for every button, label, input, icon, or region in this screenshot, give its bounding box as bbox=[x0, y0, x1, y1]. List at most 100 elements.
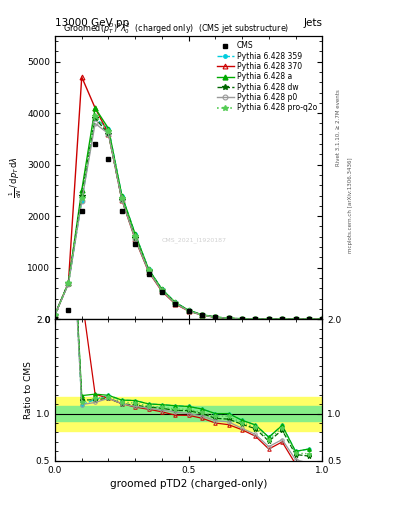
Pythia 6.428 359 bbox=[200, 312, 204, 318]
Pythia 6.428 pro-q2o bbox=[53, 311, 57, 317]
Pythia 6.428 359 bbox=[293, 316, 298, 322]
Pythia 6.428 359 bbox=[226, 315, 231, 322]
Pythia 6.428 pro-q2o bbox=[133, 233, 138, 239]
CMS bbox=[320, 316, 325, 322]
Pythia 6.428 a bbox=[146, 266, 151, 272]
CMS bbox=[133, 241, 138, 247]
Pythia 6.428 a bbox=[320, 316, 325, 322]
Pythia 6.428 pro-q2o bbox=[119, 195, 124, 201]
Line: Pythia 6.428 p0: Pythia 6.428 p0 bbox=[53, 121, 325, 322]
Pythia 6.428 p0 bbox=[133, 236, 138, 242]
Pythia 6.428 pro-q2o bbox=[160, 287, 164, 293]
CMS bbox=[146, 271, 151, 277]
Pythia 6.428 p0 bbox=[226, 315, 231, 322]
Pythia 6.428 dw bbox=[293, 316, 298, 322]
Pythia 6.428 dw bbox=[106, 131, 111, 137]
Pythia 6.428 a bbox=[66, 280, 71, 286]
Pythia 6.428 370 bbox=[226, 315, 231, 322]
Y-axis label: $\frac{1}{\mathrm{d}N}\,/\,\mathrm{d}p_T\,\mathrm{d}\lambda$: $\frac{1}{\mathrm{d}N}\,/\,\mathrm{d}p_T… bbox=[8, 157, 24, 199]
CMS bbox=[66, 307, 71, 313]
Pythia 6.428 a bbox=[213, 314, 218, 320]
Pythia 6.428 370 bbox=[186, 308, 191, 314]
Pythia 6.428 359 bbox=[213, 314, 218, 320]
Pythia 6.428 pro-q2o bbox=[307, 316, 311, 322]
Pythia 6.428 pro-q2o bbox=[186, 308, 191, 314]
Pythia 6.428 pro-q2o bbox=[266, 316, 271, 322]
CMS bbox=[200, 312, 204, 318]
Pythia 6.428 370 bbox=[240, 316, 244, 322]
Pythia 6.428 a bbox=[133, 231, 138, 237]
Pythia 6.428 pro-q2o bbox=[320, 316, 325, 322]
Pythia 6.428 370 bbox=[106, 131, 111, 137]
Line: Pythia 6.428 359: Pythia 6.428 359 bbox=[53, 117, 324, 321]
Pythia 6.428 p0 bbox=[200, 312, 204, 318]
Pythia 6.428 a bbox=[119, 193, 124, 199]
Pythia 6.428 a bbox=[307, 316, 311, 322]
Pythia 6.428 pro-q2o bbox=[93, 113, 97, 119]
CMS bbox=[106, 156, 111, 162]
Pythia 6.428 dw bbox=[240, 316, 244, 322]
Pythia 6.428 359 bbox=[146, 266, 151, 272]
Legend: CMS, Pythia 6.428 359, Pythia 6.428 370, Pythia 6.428 a, Pythia 6.428 dw, Pythia: CMS, Pythia 6.428 359, Pythia 6.428 370,… bbox=[215, 39, 318, 114]
Pythia 6.428 dw bbox=[66, 280, 71, 286]
Pythia 6.428 370 bbox=[66, 280, 71, 286]
Pythia 6.428 dw bbox=[119, 197, 124, 203]
Pythia 6.428 dw bbox=[253, 316, 258, 322]
Pythia 6.428 dw bbox=[160, 287, 164, 293]
Pythia 6.428 a bbox=[280, 316, 285, 322]
Pythia 6.428 dw bbox=[53, 311, 57, 317]
Pythia 6.428 p0 bbox=[320, 316, 325, 322]
CMS bbox=[173, 301, 178, 307]
Pythia 6.428 dw bbox=[266, 316, 271, 322]
Line: Pythia 6.428 370: Pythia 6.428 370 bbox=[53, 75, 325, 322]
Pythia 6.428 370 bbox=[200, 312, 204, 318]
Line: Pythia 6.428 pro-q2o: Pythia 6.428 pro-q2o bbox=[52, 113, 325, 322]
Pythia 6.428 370 bbox=[53, 311, 57, 317]
Pythia 6.428 dw bbox=[146, 268, 151, 274]
X-axis label: groomed pTD2 (charged-only): groomed pTD2 (charged-only) bbox=[110, 479, 267, 489]
Pythia 6.428 359 bbox=[186, 307, 191, 313]
CMS bbox=[186, 308, 191, 314]
Pythia 6.428 359 bbox=[93, 115, 97, 121]
Pythia 6.428 dw bbox=[280, 316, 285, 322]
Pythia 6.428 370 bbox=[213, 314, 218, 321]
Pythia 6.428 p0 bbox=[93, 120, 97, 126]
Pythia 6.428 pro-q2o bbox=[66, 280, 71, 286]
Pythia 6.428 p0 bbox=[173, 301, 178, 307]
Pythia 6.428 a bbox=[106, 125, 111, 132]
Pythia 6.428 pro-q2o bbox=[146, 267, 151, 273]
Pythia 6.428 370 bbox=[307, 316, 311, 322]
Pythia 6.428 p0 bbox=[307, 316, 311, 322]
Pythia 6.428 359 bbox=[280, 316, 285, 322]
Line: CMS: CMS bbox=[53, 142, 325, 322]
Pythia 6.428 p0 bbox=[79, 198, 84, 204]
Pythia 6.428 p0 bbox=[66, 281, 71, 287]
Pythia 6.428 p0 bbox=[240, 316, 244, 322]
Pythia 6.428 dw bbox=[307, 316, 311, 322]
Pythia 6.428 pro-q2o bbox=[280, 316, 285, 322]
Line: Pythia 6.428 a: Pythia 6.428 a bbox=[53, 105, 325, 322]
Pythia 6.428 dw bbox=[186, 308, 191, 314]
Pythia 6.428 a bbox=[240, 316, 244, 322]
Pythia 6.428 dw bbox=[93, 115, 97, 121]
Pythia 6.428 359 bbox=[160, 286, 164, 292]
Pythia 6.428 370 bbox=[146, 269, 151, 275]
Pythia 6.428 dw bbox=[133, 234, 138, 241]
Pythia 6.428 370 bbox=[160, 288, 164, 294]
Pythia 6.428 p0 bbox=[280, 316, 285, 322]
CMS bbox=[53, 316, 57, 322]
CMS bbox=[79, 208, 84, 214]
CMS bbox=[280, 316, 285, 322]
CMS bbox=[253, 316, 258, 322]
Bar bbox=[55, 406, 322, 421]
Pythia 6.428 p0 bbox=[53, 311, 57, 317]
Bar bbox=[55, 397, 322, 431]
Pythia 6.428 a bbox=[53, 311, 57, 317]
Pythia 6.428 a bbox=[200, 312, 204, 318]
Pythia 6.428 pro-q2o bbox=[79, 195, 84, 201]
Pythia 6.428 dw bbox=[200, 312, 204, 318]
CMS bbox=[160, 289, 164, 295]
Pythia 6.428 359 bbox=[106, 125, 111, 132]
Pythia 6.428 359 bbox=[173, 300, 178, 306]
CMS bbox=[213, 314, 218, 320]
